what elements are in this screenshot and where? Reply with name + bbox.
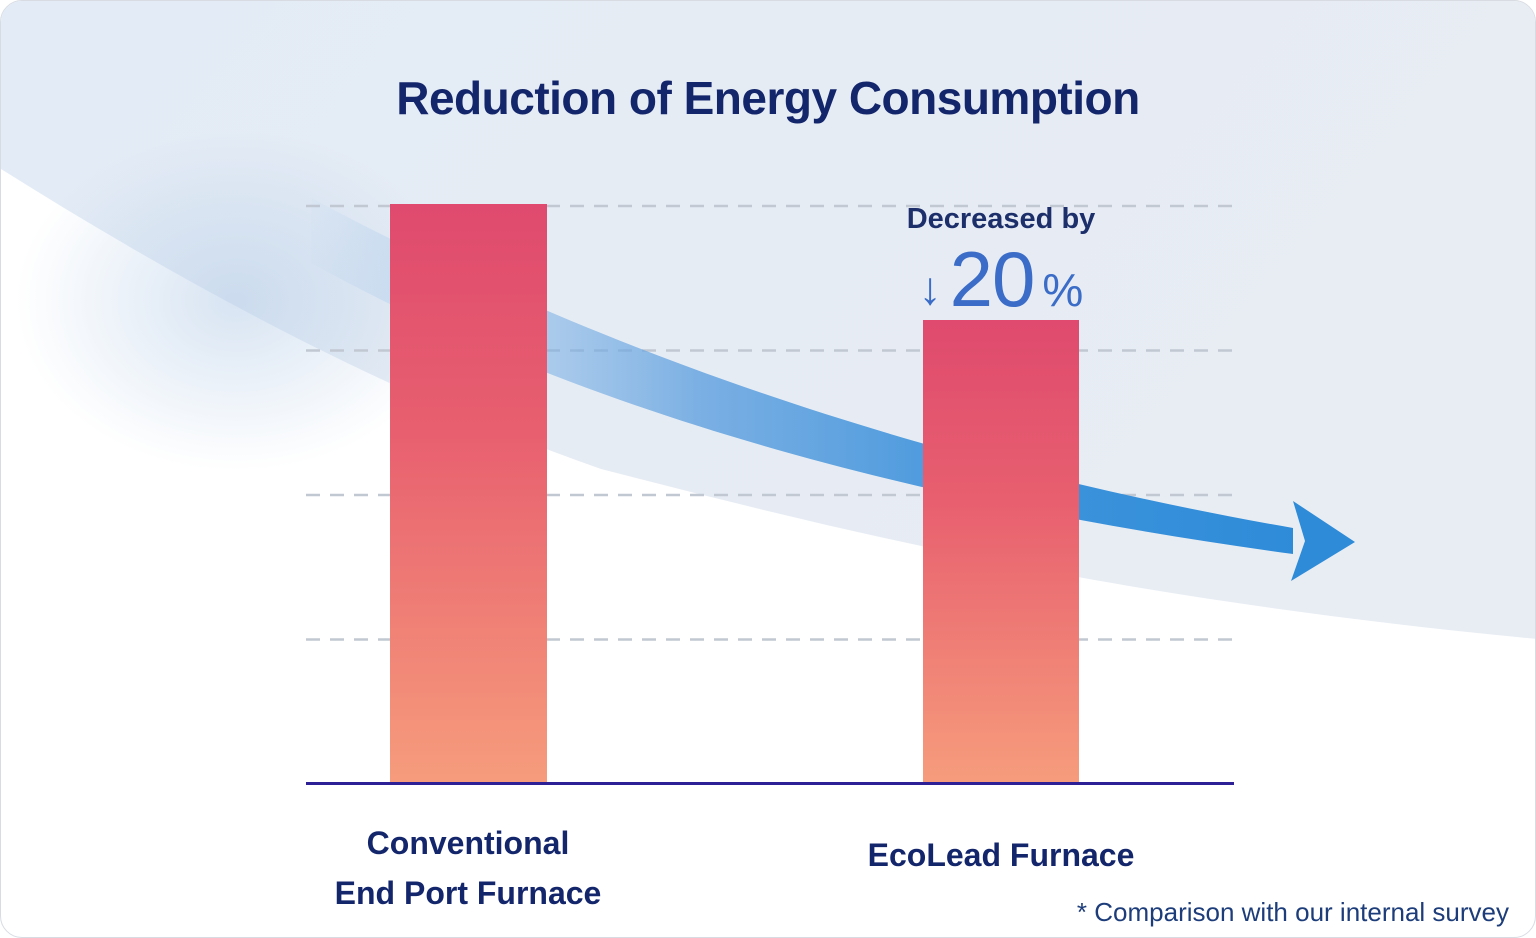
trend-arrow-band xyxy=(311,198,1293,554)
trend-arrow-head xyxy=(1291,501,1355,581)
page-title: Reduction of Energy Consumption xyxy=(396,72,1140,124)
decrease-annotation-value: 20 xyxy=(949,235,1036,323)
bar-ecolead-furnace xyxy=(923,319,1079,782)
bar-label-conventional-line2: End Port Furnace xyxy=(334,874,602,911)
decrease-annotation-value-row: ↓ 20 % xyxy=(821,240,1181,318)
background-soft-patch xyxy=(16,131,456,471)
decrease-annotation-unit: % xyxy=(1042,264,1084,316)
bar-label-conventional-line1: Conventional xyxy=(366,825,570,861)
x-axis-baseline xyxy=(306,782,1234,785)
bar-label-conventional: Conventional End Port Furnace xyxy=(268,819,668,918)
decrease-arrow-icon: ↓ xyxy=(918,262,942,314)
background-swoosh xyxy=(1,1,1535,639)
decrease-annotation: Decreased by ↓ 20 % xyxy=(821,203,1181,319)
footnote: * Comparison with our internal survey xyxy=(1076,897,1509,927)
bar-label-ecolead: EcoLead Furnace xyxy=(867,837,1135,873)
bar-conventional-end-port-furnace xyxy=(390,204,547,782)
decrease-annotation-prefix: Decreased by xyxy=(906,203,1096,235)
